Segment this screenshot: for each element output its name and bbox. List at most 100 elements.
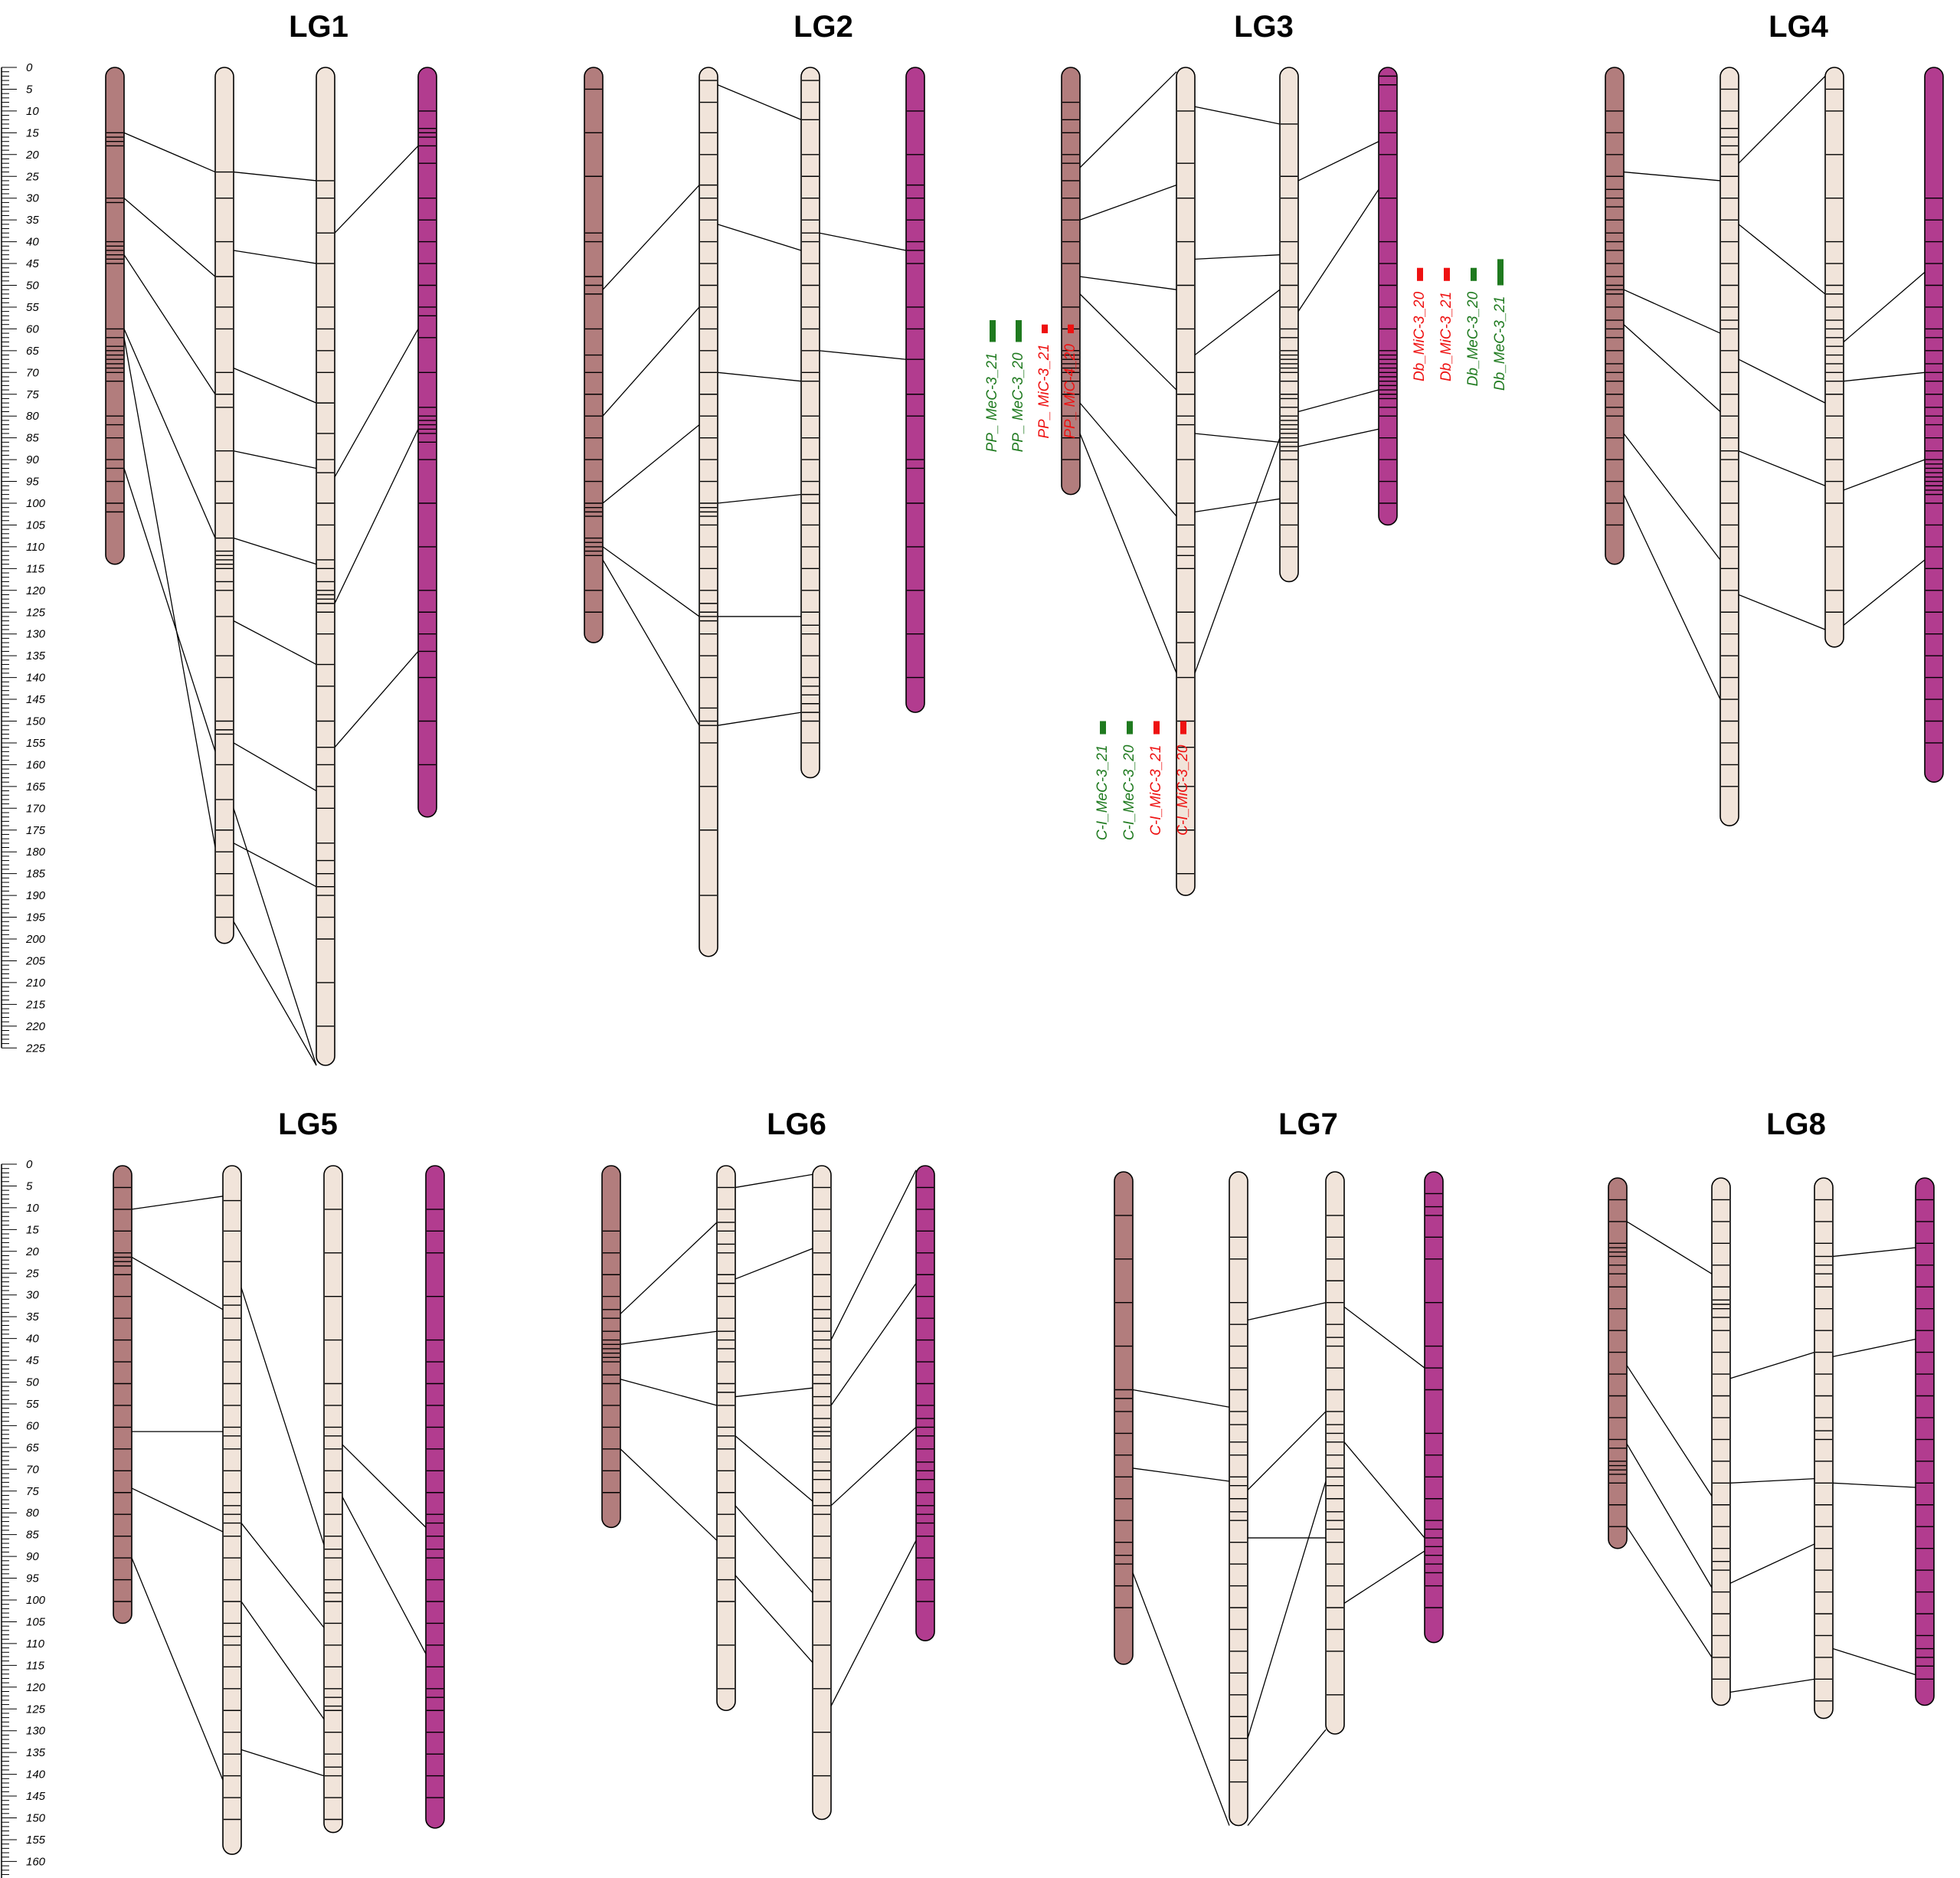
marker-link	[131, 1487, 224, 1533]
scale-tick-label: 10	[26, 105, 39, 118]
marker-link	[1623, 171, 1721, 182]
scale-tick-label: 40	[26, 1333, 39, 1346]
group-title: LG8	[1766, 1107, 1826, 1141]
marker-link	[602, 559, 700, 726]
chromosome-a	[1605, 67, 1625, 565]
marker-link	[602, 424, 700, 504]
qtl-label: C-I_MeC-3_20	[1121, 744, 1137, 840]
marker-link	[1843, 371, 1926, 382]
scale-tick-label: 15	[26, 126, 39, 139]
qtl-label: C-I_MiC-3_21	[1148, 745, 1164, 836]
qtl-db-mic-3-21: Db_MiC-3_21	[1438, 267, 1454, 381]
scale-tick-label: 80	[26, 410, 39, 423]
scale-tick-label: 5	[26, 1179, 33, 1193]
marker-link	[1297, 428, 1379, 447]
linkage-group-lg7: LG7	[1114, 1107, 1444, 1827]
marker-link	[830, 1170, 917, 1340]
qtl-bar	[1100, 721, 1106, 735]
marker-link	[1729, 1351, 1815, 1379]
marker-link	[131, 1196, 224, 1210]
scale-tick-label: 100	[26, 497, 46, 510]
chromosome-a	[105, 67, 125, 565]
marker-link	[123, 337, 216, 848]
marker-link	[1626, 1443, 1713, 1588]
group-title: LG4	[1769, 10, 1829, 44]
qtl-label: Db_MeC-3_21	[1492, 296, 1508, 391]
qtl-bar	[1068, 324, 1074, 334]
qtl-label: PP_ MiC-3_21	[1036, 344, 1052, 439]
chromosome-body	[1378, 67, 1398, 526]
marker-link	[620, 1222, 718, 1314]
chromosome-b	[1325, 1171, 1345, 1735]
scale-tick-label: 20	[25, 149, 39, 162]
scale-tick-label: 225	[25, 1042, 46, 1055]
scale-tick-label: 100	[26, 1594, 46, 1607]
scale-tick-label: 105	[26, 1615, 46, 1628]
marker-link	[233, 537, 317, 565]
marker-link	[735, 1435, 813, 1502]
chromosome-a	[584, 67, 604, 643]
scale-tick-label: 25	[25, 1267, 39, 1280]
marker-link	[123, 254, 216, 395]
marker-link	[1623, 289, 1721, 334]
chromosome-body	[316, 67, 335, 1066]
chromosome-d	[1378, 67, 1398, 526]
scale-tick-label: 195	[26, 911, 46, 924]
marker-link	[1194, 289, 1281, 356]
marker-link	[1343, 1550, 1425, 1604]
marker-link	[717, 224, 802, 251]
chromosome-body	[1824, 67, 1844, 648]
chromosome-a	[1114, 1171, 1134, 1665]
scale-tick-label: 140	[26, 1768, 46, 1781]
scale-tick-label: 170	[26, 802, 46, 815]
scale-tick-label: 140	[26, 672, 46, 685]
marker-link	[1626, 1526, 1713, 1658]
qtl-db-mec-3-21: Db_MeC-3_21	[1492, 259, 1508, 391]
marker-link	[1843, 459, 1926, 491]
qtl-bar	[1471, 267, 1477, 281]
marker-link	[1738, 75, 1826, 164]
chromosome-body	[1279, 67, 1299, 583]
marker-link	[1079, 71, 1177, 168]
scale-tick-label: 30	[26, 192, 39, 205]
marker-link	[241, 1749, 325, 1777]
chromosome-a	[1061, 67, 1081, 496]
scale-tick-label: 145	[26, 693, 46, 706]
scale-tick-label: 220	[25, 1020, 46, 1033]
marker-link	[342, 1497, 427, 1654]
marker-link	[602, 546, 700, 617]
scale-tick-label: 25	[25, 170, 39, 183]
scale-tick-label: 90	[26, 1550, 39, 1563]
qtl-c-i-mic-3-20: C-I_MiC-3_20	[1175, 721, 1191, 836]
marker-link	[1297, 188, 1379, 312]
marker-link	[1194, 254, 1281, 260]
chromosome-body	[1114, 1171, 1134, 1665]
chromosome-a	[1608, 1177, 1628, 1549]
marker-link	[1297, 389, 1379, 413]
marker-link	[131, 1256, 224, 1310]
chromosome-body	[1605, 67, 1625, 565]
marker-link	[1247, 1302, 1327, 1321]
qtl-pp-mec-3-20: PP_ MeC-3_20	[1010, 320, 1026, 452]
scale-tick-label: 30	[26, 1289, 39, 1302]
linkage-group-lg2: LG2	[584, 10, 925, 957]
qtl-pp-mic-4-20: PP_ MiC-4_20	[1062, 324, 1078, 439]
linkage-group-lg4: LG4	[1605, 10, 1944, 826]
chromosome-body	[716, 1165, 736, 1712]
scale-tick-label: 120	[26, 584, 46, 597]
chromosome-body	[1915, 1177, 1935, 1706]
chromosome-b	[1229, 1171, 1248, 1827]
chromosome-body	[105, 67, 125, 565]
qtl-c-i-mec-3-21: C-I_MeC-3_21	[1095, 721, 1111, 840]
scale-ruler-top: 0 5 10 15 20 25 30 35 40 45 50 55 60 65 70 75 80 85 90 95 10…	[1, 61, 46, 1055]
linkage-group-lg1: LG1	[105, 10, 437, 1066]
group-title: LG3	[1234, 10, 1294, 44]
chromosome-d	[1424, 1171, 1444, 1644]
marker-link	[131, 1557, 224, 1781]
marker-link	[1194, 106, 1281, 125]
marker-link	[241, 1601, 325, 1720]
group-title: LG2	[793, 10, 853, 44]
marker-link	[1832, 1482, 1916, 1488]
qtl-bar	[1042, 324, 1048, 334]
marker-link	[602, 185, 700, 290]
